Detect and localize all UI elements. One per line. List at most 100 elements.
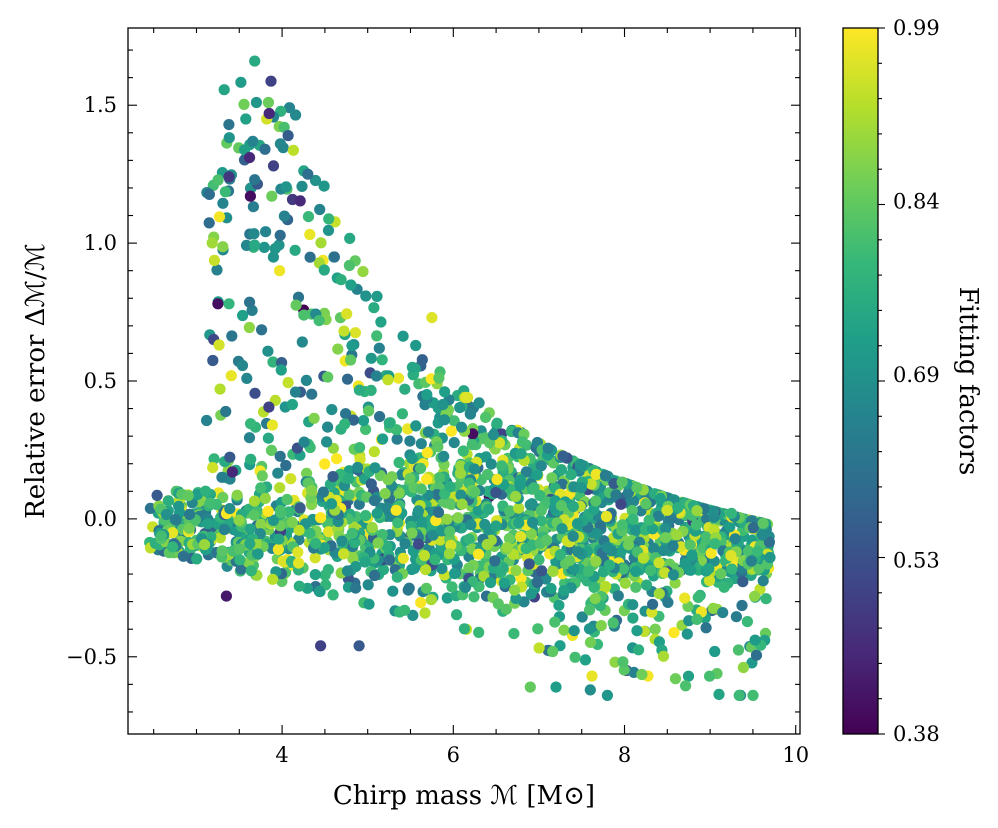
scatter-point: [266, 419, 278, 431]
scatter-point: [490, 487, 502, 499]
scatter-point: [338, 548, 350, 560]
scatter-point: [216, 471, 228, 483]
scatter-point: [306, 388, 318, 400]
scatter-point: [296, 336, 308, 348]
scatter-point: [318, 180, 330, 192]
scatter-point: [564, 555, 576, 567]
scatter-point: [718, 581, 730, 593]
scatter-point: [300, 374, 312, 386]
scatter-point: [208, 254, 220, 266]
colorbar-tick-label: 0.69: [893, 363, 940, 387]
scatter-point: [362, 579, 374, 591]
scatter-point: [617, 563, 630, 575]
scatter-point: [318, 542, 331, 554]
scatter-point: [415, 483, 427, 495]
scatter-point: [204, 497, 216, 509]
scatter-point: [191, 553, 203, 565]
scatter-point: [304, 527, 316, 539]
scatter-point: [262, 505, 274, 517]
scatter-point: [491, 473, 503, 485]
scatter-point: [590, 468, 602, 480]
scatter-point: [455, 489, 467, 501]
scatter-point: [309, 174, 322, 187]
scatter-point: [626, 504, 638, 517]
scatter-point: [167, 541, 179, 553]
scatter-point: [645, 564, 657, 577]
scatter-point: [682, 670, 695, 682]
scatter-point: [281, 493, 293, 506]
scatter-point: [745, 555, 758, 567]
scatter-point: [223, 171, 235, 183]
scatter-point: [233, 514, 245, 526]
scatter-point: [397, 552, 409, 564]
scatter-point: [220, 405, 232, 418]
scatter-point: [760, 593, 772, 605]
scatter-point: [315, 640, 327, 652]
scatter-point: [535, 504, 547, 517]
scatter-point: [558, 585, 570, 597]
scatter-point: [346, 340, 358, 352]
scatter-point: [245, 565, 257, 577]
scatter-point: [547, 645, 559, 658]
scatter-point: [583, 565, 595, 577]
scatter-point: [212, 298, 224, 310]
scatter-point: [240, 239, 253, 251]
scatter-point: [218, 524, 230, 536]
scatter-point: [265, 75, 277, 87]
scatter-point: [274, 450, 286, 462]
scatter-point: [532, 623, 544, 635]
scatter-point: [590, 495, 602, 507]
scatter-point: [289, 244, 301, 256]
scatter-point: [439, 386, 451, 398]
scatter-point: [525, 528, 537, 540]
scatter-point: [717, 607, 729, 619]
scatter-point: [248, 509, 260, 521]
scatter-point: [653, 588, 665, 600]
scatter-point: [237, 309, 249, 322]
scatter-point: [483, 503, 495, 515]
scatter-point: [534, 489, 546, 502]
scatter-point: [259, 492, 271, 504]
scatter-point: [319, 458, 331, 470]
scatter-point: [393, 456, 405, 469]
scatter-point: [753, 562, 765, 574]
scatter-point: [350, 582, 362, 594]
scatter-point: [379, 488, 391, 500]
scatter-point: [368, 302, 380, 314]
scatter-point: [308, 412, 320, 424]
scatter-point: [272, 543, 284, 556]
scatter-point: [387, 585, 399, 597]
scatter-point: [473, 626, 485, 639]
scatter-point: [359, 556, 371, 568]
scatter-point: [360, 423, 372, 435]
scatter-point: [341, 565, 354, 577]
scatter-point: [382, 474, 394, 486]
scatter-point: [520, 543, 532, 555]
scatter-point: [287, 144, 299, 156]
scatter-point: [415, 597, 427, 609]
scatter-point: [588, 504, 600, 516]
scatter-point: [255, 482, 267, 494]
scatter-point: [393, 487, 405, 499]
scatter-point: [659, 532, 672, 544]
scatter-point: [590, 555, 602, 567]
scatter-point: [657, 650, 670, 662]
scatter-point: [224, 451, 236, 463]
scatter-point: [412, 538, 425, 550]
scatter-point: [290, 109, 302, 121]
scatter-point: [267, 251, 279, 263]
scatter-point: [584, 684, 596, 696]
scatter-point: [473, 397, 485, 409]
scatter-point: [220, 590, 232, 602]
scatter-point: [231, 489, 243, 501]
scatter-point: [557, 450, 569, 462]
scatter-point: [703, 574, 716, 587]
scatter-point: [747, 689, 759, 702]
scatter-point: [493, 437, 506, 449]
scatter-point: [622, 487, 635, 499]
scatter-point: [275, 364, 287, 376]
scatter-point: [328, 251, 340, 263]
scatter-point: [340, 408, 352, 420]
scatter-point: [584, 604, 596, 616]
